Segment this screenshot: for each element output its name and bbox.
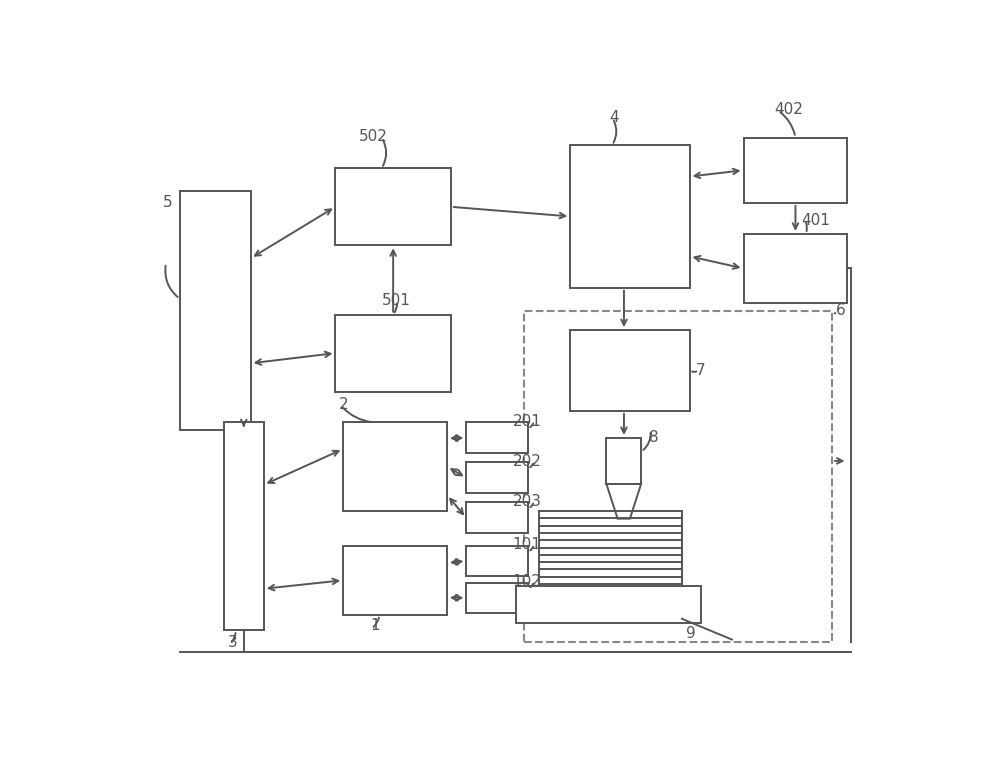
Text: 201: 201: [512, 414, 541, 429]
Bar: [744, 234, 847, 303]
Text: 402: 402: [774, 103, 803, 117]
Bar: [466, 546, 528, 576]
Text: 502: 502: [358, 129, 387, 145]
Text: 6: 6: [836, 303, 846, 317]
Bar: [180, 192, 251, 430]
Text: 4: 4: [609, 110, 618, 125]
Bar: [570, 145, 690, 288]
Text: 202: 202: [512, 454, 541, 470]
Bar: [466, 502, 528, 533]
Text: 1: 1: [370, 619, 380, 633]
Bar: [606, 438, 641, 484]
Text: 401: 401: [801, 212, 830, 228]
Text: 203: 203: [512, 495, 542, 509]
Bar: [516, 587, 701, 622]
Bar: [343, 546, 447, 615]
Bar: [335, 314, 451, 392]
Text: 2: 2: [339, 396, 349, 412]
Text: 8: 8: [649, 430, 658, 445]
Text: 9: 9: [686, 626, 696, 641]
Text: 5: 5: [163, 195, 173, 210]
Bar: [744, 138, 847, 203]
Bar: [466, 422, 528, 454]
Bar: [466, 583, 528, 613]
Polygon shape: [606, 484, 641, 519]
Text: 501: 501: [382, 294, 410, 308]
Bar: [224, 422, 264, 630]
Bar: [466, 463, 528, 493]
Bar: [343, 422, 447, 511]
Bar: [335, 168, 451, 245]
Text: 3: 3: [228, 635, 237, 650]
Text: 101: 101: [512, 537, 541, 552]
Text: 7: 7: [696, 363, 705, 378]
Bar: [524, 310, 832, 642]
Text: 102: 102: [512, 575, 541, 590]
Bar: [570, 330, 690, 411]
